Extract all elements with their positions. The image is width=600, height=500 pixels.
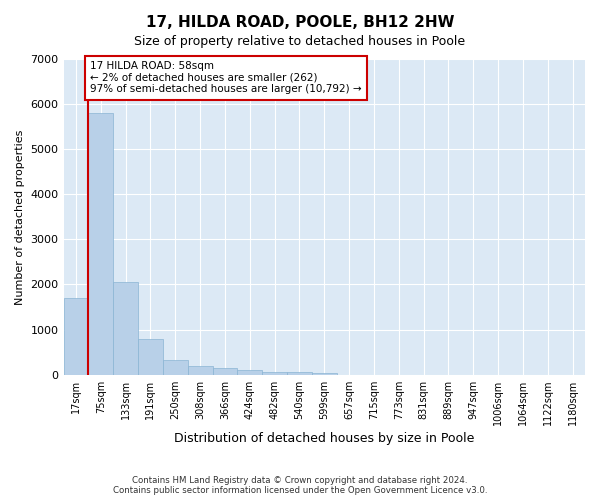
Bar xyxy=(163,360,188,374)
Bar xyxy=(188,366,212,374)
Bar xyxy=(212,368,238,374)
Bar xyxy=(287,372,312,374)
Bar xyxy=(312,373,337,374)
Text: 17 HILDA ROAD: 58sqm
← 2% of detached houses are smaller (262)
97% of semi-detac: 17 HILDA ROAD: 58sqm ← 2% of detached ho… xyxy=(91,62,362,94)
Text: 17, HILDA ROAD, POOLE, BH12 2HW: 17, HILDA ROAD, POOLE, BH12 2HW xyxy=(146,15,454,30)
Bar xyxy=(262,372,287,374)
Text: Contains HM Land Registry data © Crown copyright and database right 2024.
Contai: Contains HM Land Registry data © Crown c… xyxy=(113,476,487,495)
Text: Size of property relative to detached houses in Poole: Size of property relative to detached ho… xyxy=(134,35,466,48)
Bar xyxy=(88,113,113,374)
Bar xyxy=(138,338,163,374)
Bar xyxy=(238,370,262,374)
Bar xyxy=(113,282,138,374)
Y-axis label: Number of detached properties: Number of detached properties xyxy=(15,129,25,304)
X-axis label: Distribution of detached houses by size in Poole: Distribution of detached houses by size … xyxy=(174,432,475,445)
Bar xyxy=(64,298,88,374)
